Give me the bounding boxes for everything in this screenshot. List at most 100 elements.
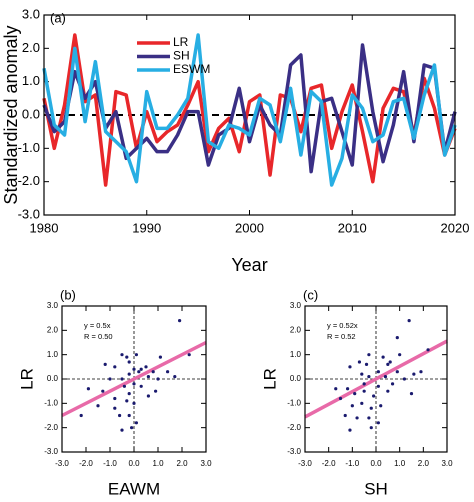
- x-axis-label: SH: [364, 479, 388, 498]
- y-axis-label: LR: [17, 368, 36, 390]
- point: [127, 413, 131, 418]
- point: [395, 370, 399, 374]
- point: [127, 360, 131, 364]
- plot-frame: [304, 305, 448, 453]
- y-tick-label: 1.0: [290, 350, 302, 359]
- point: [178, 319, 182, 323]
- point: [412, 372, 416, 376]
- panel-label: (b): [60, 287, 76, 302]
- x-tick-label: -2.0: [322, 459, 336, 468]
- y-tick-label: 3.0: [290, 301, 302, 310]
- point: [166, 370, 170, 374]
- point: [360, 401, 364, 405]
- point: [132, 382, 136, 386]
- x-tick-label: 1.0: [152, 459, 164, 468]
- x-tick-label: 1980: [30, 220, 59, 235]
- point: [338, 396, 343, 401]
- point: [173, 374, 177, 379]
- point: [402, 377, 406, 381]
- point: [357, 360, 362, 364]
- y-tick-label: 0.0: [290, 374, 302, 383]
- point: [376, 370, 380, 374]
- point: [108, 377, 112, 381]
- point: [364, 362, 369, 366]
- point: [348, 428, 352, 432]
- y-tick-label: -1.0: [287, 398, 301, 407]
- point: [146, 374, 150, 379]
- y-tick-label: 0.0: [47, 374, 59, 383]
- series-line: [42, 43, 457, 174]
- point: [125, 355, 129, 359]
- y-axis-label: LR: [260, 368, 279, 390]
- x-tick-label: -2.0: [79, 459, 93, 468]
- plot-frame: [61, 305, 207, 453]
- panel-label: (a): [50, 10, 66, 25]
- point: [360, 372, 364, 376]
- point: [187, 353, 191, 357]
- point: [139, 367, 143, 371]
- point: [137, 370, 141, 374]
- series-line: [42, 33, 457, 187]
- x-tick-label: 2000: [235, 220, 264, 235]
- point: [151, 370, 155, 374]
- x-tick-label: 2010: [338, 220, 367, 235]
- x-tick-label: 2020: [441, 220, 470, 235]
- point: [388, 360, 392, 364]
- point: [334, 387, 338, 391]
- point: [125, 399, 129, 403]
- x-tick-label: 0.0: [128, 459, 140, 468]
- point: [343, 413, 347, 418]
- annotation: y = 0.52x: [327, 321, 358, 330]
- point: [407, 319, 411, 323]
- fit-line: [61, 340, 207, 418]
- legend-label: SH: [173, 49, 190, 63]
- point: [346, 387, 350, 391]
- point: [362, 389, 366, 393]
- point: [395, 336, 399, 340]
- x-tick-label: 1.0: [394, 459, 406, 468]
- annotation: y = 0.5x: [84, 321, 111, 330]
- y-tick-label: -2.0: [18, 173, 40, 188]
- x-tick-label: -3.0: [55, 459, 69, 468]
- point: [390, 382, 395, 386]
- point: [386, 389, 390, 393]
- y-tick-label: -3.0: [287, 447, 301, 456]
- point: [369, 406, 373, 410]
- x-tick-label: -3.0: [298, 459, 312, 468]
- x-tick-label: 3.0: [441, 459, 453, 468]
- point: [367, 353, 371, 357]
- point: [86, 387, 90, 391]
- point: [362, 382, 366, 386]
- y-axis-label: Standardized anomaly: [1, 25, 21, 204]
- point: [120, 377, 124, 381]
- x-tick-label: -1.0: [345, 459, 359, 468]
- point: [353, 392, 357, 396]
- y-tick-label: -3.0: [18, 206, 40, 221]
- x-axis-label: EAWM: [108, 479, 160, 498]
- x-tick-label: 3.0: [200, 459, 212, 468]
- y-tick-label: 0.0: [22, 106, 40, 121]
- x-axis-label: Year: [231, 255, 267, 275]
- y-tick-label: 3.0: [47, 301, 59, 310]
- y-tick-label: -1.0: [18, 140, 40, 155]
- fit-line: [304, 339, 448, 419]
- legend-label: ESWM: [173, 62, 210, 76]
- point: [146, 394, 150, 398]
- y-tick-label: -3.0: [44, 447, 58, 456]
- point: [372, 394, 376, 398]
- point: [113, 396, 117, 401]
- point: [130, 426, 134, 430]
- point: [127, 392, 131, 396]
- point: [379, 404, 383, 408]
- point: [350, 404, 354, 408]
- point: [139, 384, 143, 388]
- point: [79, 413, 83, 418]
- x-tick-label: -1.0: [103, 459, 117, 468]
- point: [113, 406, 117, 410]
- point: [113, 365, 117, 369]
- point: [369, 426, 373, 430]
- point: [134, 421, 138, 425]
- point: [376, 421, 380, 425]
- point: [156, 377, 160, 381]
